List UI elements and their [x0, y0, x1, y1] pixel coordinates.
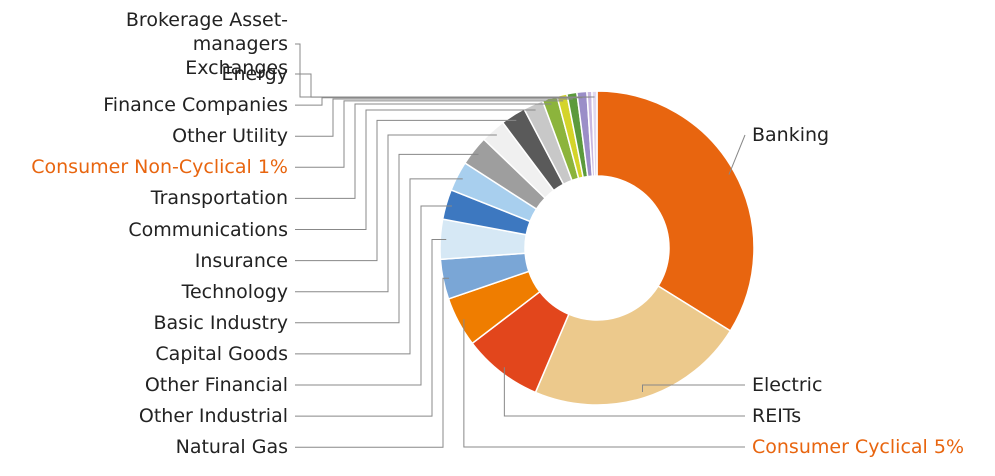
category-name: Technology: [181, 280, 288, 303]
leader-line: [503, 367, 745, 417]
category-name: Basic Industry: [153, 311, 289, 334]
category-name: Brokerage Asset-managers Exchanges: [125, 9, 288, 79]
category-name: Other Industrial: [138, 405, 288, 428]
leader-line: [295, 134, 497, 293]
leader-line: [463, 319, 745, 448]
category-name: Natural Gas: [175, 436, 288, 459]
category-name: Finance Companies: [103, 94, 288, 117]
leader-line: [295, 277, 450, 448]
category-label: Capital Goods: [155, 342, 288, 366]
category-label: Other Utility: [172, 124, 288, 148]
leader-line: [295, 153, 479, 324]
category-label: Electric: [752, 373, 822, 397]
value-label: 1%: [257, 156, 288, 179]
leader-line: [295, 109, 536, 230]
category-label: Basic Industry: [154, 311, 289, 335]
category-name: Electric: [752, 374, 823, 396]
category-name: Energy: [221, 63, 288, 85]
category-name: Transportation: [150, 187, 288, 210]
category-label: Consumer Cyclical 5%: [752, 435, 964, 459]
donut-slice: [591, 90, 598, 177]
leader-line: [295, 178, 463, 355]
donut-slice: [596, 90, 755, 332]
category-name: Other Utility: [172, 125, 288, 148]
leader-line: [295, 100, 564, 168]
leader-line: [295, 238, 447, 417]
category-label: Other Industrial: [139, 404, 288, 428]
donut-slice: [534, 284, 732, 406]
category-label: Transportation: [151, 186, 288, 210]
category-name: Consumer Non-Cyclical: [31, 156, 252, 179]
category-name: Banking: [752, 124, 830, 146]
category-label: REITs: [752, 404, 801, 428]
category-label: Consumer Non-Cyclical 1%: [31, 155, 288, 179]
category-label: Finance Companies: [103, 93, 288, 117]
category-label: Banking: [752, 123, 829, 147]
category-name: Insurance: [194, 249, 288, 272]
category-label: Communications: [128, 218, 288, 242]
value-label: 5%: [933, 436, 965, 458]
leader-line: [295, 205, 452, 386]
leader-line: [295, 97, 583, 106]
category-name: REITs: [752, 405, 802, 427]
category-label: Insurance: [195, 249, 288, 273]
category-name: Capital Goods: [155, 342, 288, 365]
category-label: Technology: [182, 280, 288, 304]
category-name: Consumer Cyclical: [752, 436, 928, 458]
leader-line: [295, 43, 595, 98]
leader-line: [295, 103, 552, 199]
leader-line: [295, 98, 573, 137]
leader-line: [642, 384, 745, 392]
category-label: Natural Gas: [176, 435, 288, 459]
leader-line: [295, 119, 517, 262]
leader-line: [295, 73, 590, 98]
category-name: Other Financial: [144, 374, 288, 396]
category-name: Communications: [128, 218, 288, 241]
category-label: Other Financial: [145, 373, 288, 397]
category-label: Brokerage Asset-managers Exchanges: [88, 8, 288, 80]
leader-line: [728, 134, 746, 175]
category-label: Energy: [221, 62, 288, 86]
